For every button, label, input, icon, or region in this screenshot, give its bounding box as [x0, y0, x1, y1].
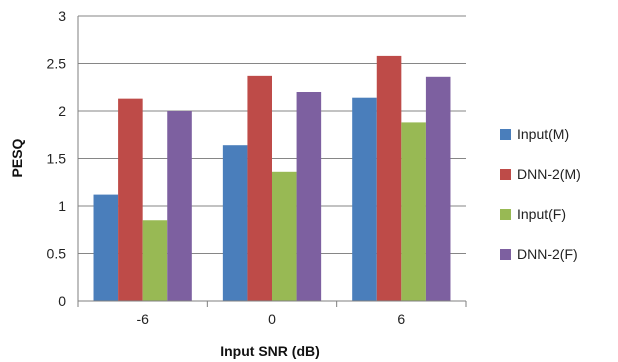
bar-dnn-2-f-2	[425, 76, 451, 301]
legend: Input(M) DNN-2(M) Input(F) DNN-2(F)	[500, 126, 581, 262]
y-tick-labels: 0 0.5 1 1.5 2 2.5 3	[47, 8, 67, 309]
bar-input-f-1	[272, 171, 297, 301]
bars	[93, 55, 451, 302]
y-axis-title: PESQ	[9, 138, 25, 177]
bar-dnn-2-f-1	[296, 92, 322, 301]
legend-swatch	[500, 129, 511, 140]
axes	[77, 16, 466, 302]
bar-input-m-2	[352, 97, 377, 301]
legend-label: DNN-2(F)	[517, 246, 578, 262]
bar-input-f-2	[401, 122, 426, 302]
legend-swatch	[500, 169, 511, 180]
bar-input-m-1	[222, 145, 248, 301]
bar-dnn-2-m-1	[247, 75, 272, 301]
legend-swatch	[500, 209, 511, 220]
x-axis-title: Input SNR (dB)	[220, 343, 320, 359]
bar-dnn-2-m-2	[376, 55, 402, 302]
legend-label: DNN-2(M)	[517, 166, 581, 182]
y-tick-label: 3	[58, 8, 66, 24]
x-tick-labels: -6 0 6	[77, 301, 467, 327]
legend-label: Input(F)	[517, 206, 566, 222]
y-tick-label: 0	[58, 293, 66, 309]
y-tick-label: 0.5	[47, 246, 67, 262]
legend-swatch	[500, 249, 511, 260]
bar-dnn-2-m-0	[118, 98, 143, 302]
x-tick-label: 6	[397, 311, 405, 327]
bar-dnn-2-f-0	[167, 111, 192, 301]
legend-label: Input(M)	[517, 126, 569, 142]
x-tick-label: -6	[136, 311, 149, 327]
x-tick-label: 0	[268, 311, 276, 327]
bar-input-m-0	[93, 194, 119, 301]
y-tick-label: 1	[58, 198, 66, 214]
bar-input-f-0	[142, 220, 168, 301]
y-tick-label: 1.5	[47, 151, 67, 167]
y-tick-label: 2	[58, 103, 66, 119]
y-tick-label: 2.5	[47, 56, 67, 72]
